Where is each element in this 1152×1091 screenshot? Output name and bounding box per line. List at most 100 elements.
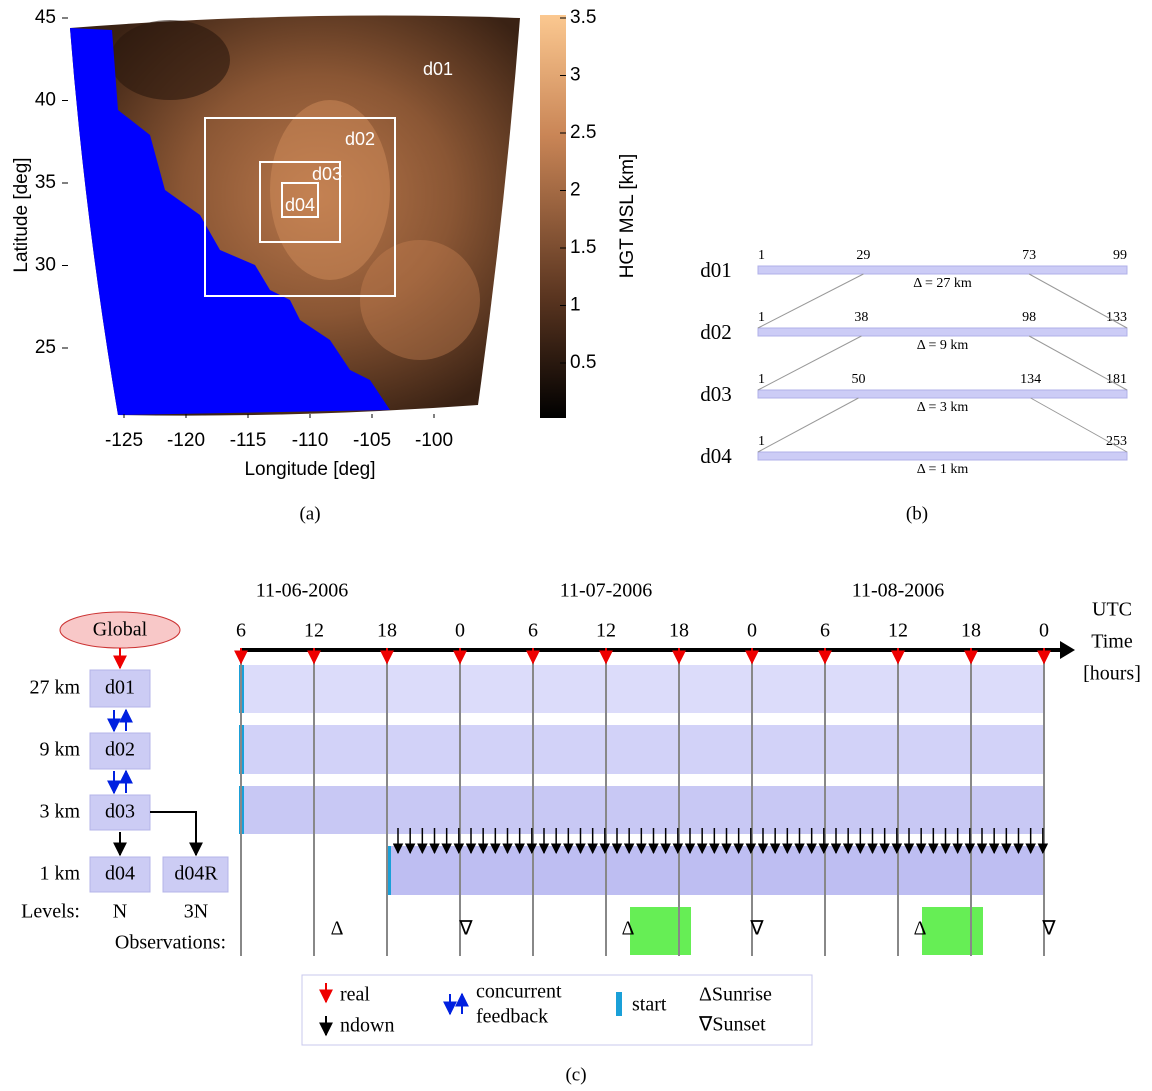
grid-bar — [758, 390, 1127, 398]
legend-label: real — [340, 984, 370, 1006]
hour-label: 6 — [528, 620, 538, 642]
colorbar-label: HGT MSL [km] — [617, 154, 638, 279]
grid-index: 29 — [856, 248, 870, 263]
grid-index: 98 — [1022, 310, 1036, 325]
map — [70, 15, 566, 418]
observation-mark: Δ — [914, 918, 927, 940]
hour-label: 0 — [1039, 620, 1049, 642]
hour-label: 18 — [669, 620, 689, 642]
grid-index: 1 — [758, 372, 765, 387]
y-tick-label: 45 — [35, 7, 56, 28]
grid-index: 1 — [758, 434, 765, 449]
x-tick-label: -110 — [292, 430, 329, 451]
x-tick-label: -115 — [230, 430, 267, 451]
observation-mark: ∇ — [458, 918, 473, 940]
legend-label: feedback — [476, 1006, 548, 1028]
domain-name: d01 — [700, 258, 732, 282]
hour-label: 6 — [236, 620, 246, 642]
x-tick-label: -100 — [415, 430, 453, 451]
nest-line — [1031, 398, 1127, 452]
legend-label: ndown — [340, 1015, 394, 1037]
resolution-label: 27 km — [29, 677, 80, 699]
caption: (c) — [565, 1064, 586, 1085]
grid-index: 73 — [1022, 248, 1036, 263]
hour-label: 18 — [377, 620, 397, 642]
grid-bar — [758, 266, 1127, 274]
resolution-label: 1 km — [39, 863, 80, 885]
legend-label: start — [632, 994, 667, 1016]
grid-bar — [758, 452, 1127, 460]
x-tick-label: -105 — [353, 430, 391, 451]
colorbar-tick-label: 1 — [570, 295, 581, 316]
domain-label: d02 — [345, 129, 375, 149]
observation-mark: Δ — [331, 918, 344, 940]
hour-label: 12 — [304, 620, 324, 642]
axis-label: [hours] — [1083, 663, 1141, 685]
nest-line — [758, 398, 858, 452]
date-label: 11-07-2006 — [560, 580, 653, 602]
grid-index: 134 — [1020, 372, 1041, 387]
nest-line — [758, 336, 861, 390]
legend-label: ΔSunrise — [699, 984, 772, 1006]
colorbar-tick-label: 1.5 — [570, 237, 596, 258]
domain-box-label: d04 — [105, 863, 135, 885]
level-count: N — [113, 901, 127, 923]
domain-name: d02 — [700, 320, 732, 344]
x-tick-label: -125 — [105, 430, 143, 451]
domain-label: d03 — [312, 164, 342, 184]
caption: (a) — [299, 503, 320, 524]
nest-line — [758, 274, 863, 328]
grid-spacing: Δ = 3 km — [917, 400, 969, 415]
hour-label: 18 — [961, 620, 981, 642]
domain-box-label: d02 — [105, 739, 135, 761]
grid-index: 99 — [1113, 248, 1127, 263]
date-label: 11-08-2006 — [852, 580, 945, 602]
grid-index: 38 — [854, 310, 868, 325]
x-axis-label: Longitude [deg] — [244, 459, 375, 480]
grid-bar — [758, 328, 1127, 336]
colorbar-tick-label: 2.5 — [570, 122, 596, 143]
domain-box-label: d03 — [105, 801, 135, 823]
grid-spacing: Δ = 27 km — [913, 276, 972, 291]
date-label: 11-06-2006 — [256, 580, 349, 602]
y-tick-label: 35 — [35, 172, 56, 193]
y-tick-label: 25 — [35, 337, 56, 358]
colorbar-tick-label: 0.5 — [570, 352, 596, 373]
domain-label: d04 — [285, 195, 315, 215]
grid-index: 1 — [758, 248, 765, 263]
axis-label: Time — [1091, 631, 1133, 653]
levels-label: Levels: — [21, 901, 80, 923]
colorbar-tick-label: 3.5 — [570, 7, 596, 28]
y-axis-label: Latitude [deg] — [11, 157, 32, 272]
domain-box-label: d01 — [105, 677, 135, 699]
legend-label: ∇Sunset — [698, 1014, 766, 1036]
nest-line — [1029, 336, 1127, 390]
hour-label: 6 — [820, 620, 830, 642]
x-tick-label: -120 — [167, 430, 205, 451]
figure: -125-120-115-110-105-1004540353025Longit… — [0, 0, 1152, 1091]
colorbar-tick-label: 3 — [570, 65, 581, 86]
grid-index: 50 — [851, 372, 865, 387]
domain-name: d03 — [700, 382, 732, 406]
resolution-label: 3 km — [39, 801, 80, 823]
domain-name: d04 — [700, 444, 732, 468]
domain-label: d01 — [423, 59, 453, 79]
hour-label: 12 — [596, 620, 616, 642]
observation-mark: Δ — [622, 918, 635, 940]
hour-label: 0 — [747, 620, 757, 642]
grid-index: 1 — [758, 310, 765, 325]
timeline-layout — [60, 612, 1075, 1045]
y-tick-label: 40 — [35, 90, 56, 111]
caption: (b) — [906, 503, 928, 524]
colorbar-tick-label: 2 — [570, 180, 581, 201]
observation-mark: ∇ — [749, 918, 764, 940]
axis-label: UTC — [1092, 599, 1132, 621]
grid-spacing: Δ = 1 km — [917, 462, 969, 477]
grid-spacing: Δ = 9 km — [917, 338, 969, 353]
nest-line — [1029, 274, 1127, 328]
resolution-label: 9 km — [39, 739, 80, 761]
level-count: 3N — [184, 901, 208, 923]
domain-box-label: d04R — [174, 863, 218, 885]
observation-mark: ∇ — [1041, 918, 1056, 940]
observations-label: Observations: — [115, 932, 226, 954]
